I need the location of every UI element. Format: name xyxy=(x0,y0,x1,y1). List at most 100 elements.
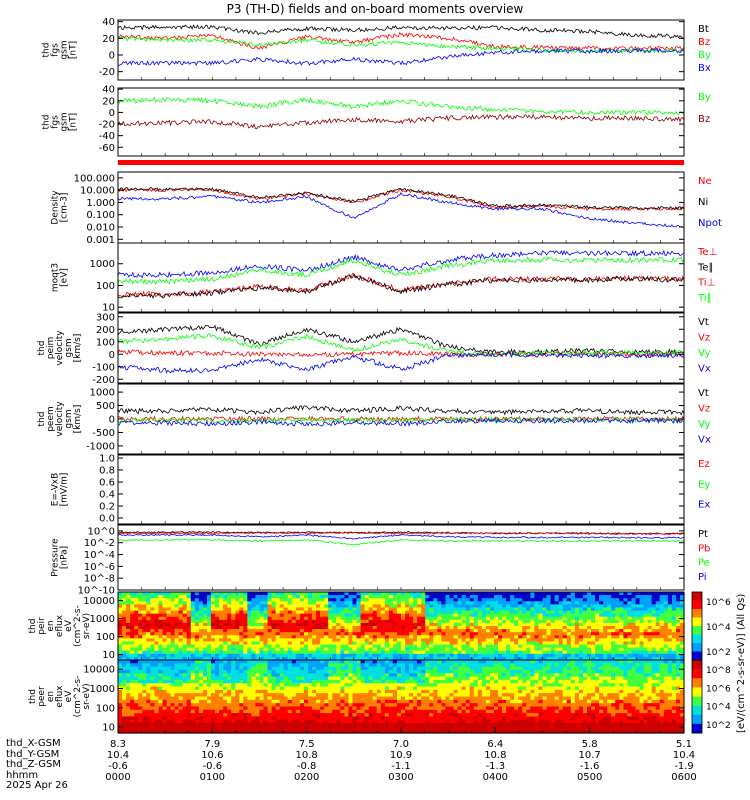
spectrogram-cell xyxy=(607,601,612,605)
spectrogram-cell xyxy=(299,592,305,596)
spectrogram-cell xyxy=(477,604,483,609)
y-axis-label: eV xyxy=(64,619,74,632)
spectrogram-cell xyxy=(437,619,443,624)
spectrogram-cell xyxy=(356,601,362,605)
spectrogram-cell xyxy=(227,669,232,674)
colorbar-step xyxy=(692,602,702,605)
spectrogram-cell xyxy=(348,626,354,630)
spectrogram-cell xyxy=(182,607,188,612)
spectrogram-cell xyxy=(223,632,228,636)
spectrogram-cell xyxy=(223,699,228,704)
spectrogram-cell xyxy=(599,616,604,621)
colorbar-step xyxy=(692,656,702,659)
spectrogram-cell xyxy=(489,610,495,615)
spectrogram-cell xyxy=(376,669,382,674)
spectrogram-cell xyxy=(134,696,139,701)
y-tick-label: 0.0 xyxy=(99,514,115,525)
spectrogram-cell xyxy=(348,699,354,704)
spectrogram-cell xyxy=(603,626,608,630)
spectrogram-cell xyxy=(384,610,390,615)
spectrogram-cell xyxy=(352,729,358,734)
spectrogram-cell xyxy=(623,595,628,599)
spectrogram-cell xyxy=(675,598,681,602)
spectrogram-cell xyxy=(502,598,507,602)
spectrogram-cell xyxy=(433,604,438,609)
spectrogram-cell xyxy=(210,666,216,671)
spectrogram-cell xyxy=(413,693,418,698)
spectrogram-cell xyxy=(324,644,329,649)
spectrogram-cell xyxy=(235,638,240,643)
spectrogram-cell xyxy=(283,613,289,618)
spectrogram-cell xyxy=(138,629,143,633)
spectrogram-cell xyxy=(380,676,386,681)
spectrogram-cell xyxy=(457,632,463,636)
spectrogram-cell xyxy=(227,703,232,708)
spectrogram-cell xyxy=(352,663,358,668)
panel-5 xyxy=(117,312,685,384)
spectrogram-cell xyxy=(291,653,297,658)
spectrogram-cell xyxy=(469,653,475,658)
spectrogram-cell xyxy=(162,693,168,698)
spectrogram-cell xyxy=(170,638,176,643)
spectrogram-cell xyxy=(198,610,204,615)
spectrogram-cell xyxy=(401,713,406,718)
spectrogram-cell xyxy=(413,610,418,615)
spectrogram-cell xyxy=(223,683,228,688)
spectrogram-cell xyxy=(235,629,240,633)
spectrogram-cell xyxy=(336,650,341,655)
spectrogram-cell xyxy=(303,679,309,684)
spectrogram-cell xyxy=(182,713,188,718)
spectrogram-cell xyxy=(134,629,139,633)
spectrogram-cell xyxy=(344,673,350,678)
spectrogram-cell xyxy=(360,713,366,718)
spectrogram-cell xyxy=(518,641,523,646)
spectrogram-cell xyxy=(118,626,123,630)
spectrogram-cell xyxy=(639,626,645,630)
legend-entry: Bz xyxy=(698,37,710,48)
spectrogram-cell xyxy=(409,635,414,639)
spectrogram-cell xyxy=(158,676,164,681)
spectrogram-cell xyxy=(647,613,653,618)
spectrogram-cell xyxy=(578,644,584,649)
spectrogram-cell xyxy=(437,595,443,599)
spectrogram-cell xyxy=(344,595,350,599)
spectrogram-cell xyxy=(441,641,447,646)
spectrogram-cell xyxy=(627,598,633,602)
spectrogram-cell xyxy=(122,616,127,621)
spectrogram-cell xyxy=(287,696,293,701)
spectrogram-cell xyxy=(138,696,143,701)
spectrogram-cell xyxy=(324,689,329,694)
spectrogram-cell xyxy=(303,632,309,636)
spectrogram-cell xyxy=(239,676,244,681)
spectrogram-cell xyxy=(510,592,515,596)
spectrogram-cell xyxy=(485,638,491,643)
y-tick-label: 10 xyxy=(102,650,115,661)
spectrogram-cell xyxy=(275,604,281,609)
spectrogram-cell xyxy=(425,641,430,646)
spectrogram-cell xyxy=(332,696,337,701)
spectrogram-cell xyxy=(388,719,394,724)
spectrogram-cell xyxy=(150,689,155,694)
spectrogram-cell xyxy=(392,696,398,701)
spectrogram-cell xyxy=(441,619,447,624)
spectrogram-cell xyxy=(138,706,143,711)
spectrogram-cell xyxy=(202,723,208,727)
spectrogram-cell xyxy=(591,629,596,633)
spectrogram-cell xyxy=(336,592,341,596)
spectrogram-cell xyxy=(267,696,273,701)
spectrogram-cell xyxy=(210,723,216,727)
spectrogram-cell xyxy=(235,713,240,718)
spectrogram-cell xyxy=(502,601,507,605)
spectrogram-cell xyxy=(570,629,576,633)
spectrogram-cell xyxy=(489,595,495,599)
spectrogram-cell xyxy=(392,647,398,652)
spectrogram-cell xyxy=(643,613,649,618)
spectrogram-cell xyxy=(174,723,180,727)
spectrogram-cell xyxy=(340,592,345,596)
spectrogram-cell xyxy=(348,716,354,721)
spectrogram-cell xyxy=(138,713,143,718)
spectrogram-cell xyxy=(142,604,147,609)
spectrogram-cell xyxy=(255,656,261,661)
spectrogram-cell xyxy=(150,656,155,661)
spectrogram-cell xyxy=(158,686,164,691)
